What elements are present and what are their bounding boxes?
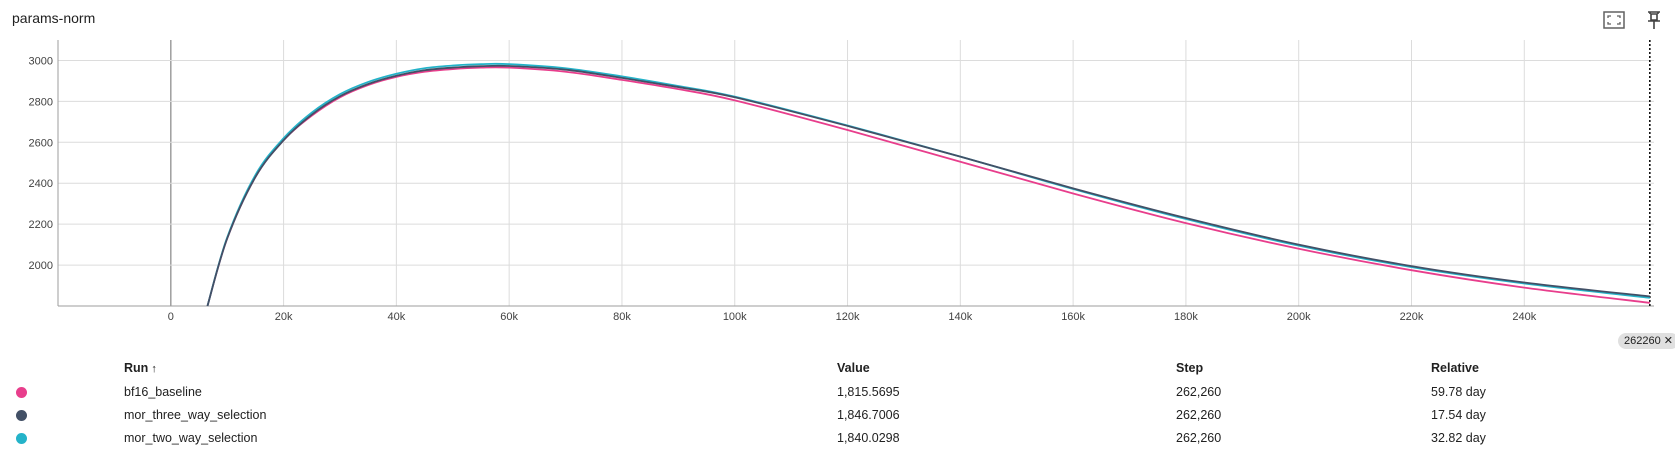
pin-button[interactable] — [1640, 8, 1668, 32]
step-chip-label: 262260 — [1624, 335, 1661, 347]
run-relative: 17.54 day — [1431, 407, 1486, 422]
grid-lines — [58, 40, 1654, 306]
run-name: mor_two_way_selection — [124, 430, 258, 445]
run-value: 1,846.7006 — [837, 407, 900, 422]
run-relative: 32.82 day — [1431, 430, 1486, 445]
x-tick-label: 240k — [1512, 311, 1536, 323]
fullscreen-icon — [1603, 11, 1625, 29]
axes — [57, 40, 1654, 307]
run-color-swatch[interactable] — [16, 386, 27, 398]
run-value: 1,815.5695 — [837, 384, 900, 399]
run-step: 262,260 — [1176, 407, 1222, 422]
run-color-swatch[interactable] — [16, 409, 27, 421]
x-tick-label: 40k — [387, 311, 405, 323]
table-row: bf16_baseline 1,815.5695 262,260 59.78 d… — [0, 380, 1671, 403]
header-step[interactable]: Step — [1176, 361, 1204, 375]
series-line-mor-three-way-selection — [206, 64, 1650, 307]
x-tick-label: 60k — [500, 311, 518, 323]
y-tick-label: 3000 — [29, 55, 53, 67]
sort-arrow-icon[interactable]: ↑ — [151, 363, 157, 375]
card-title: params-norm — [12, 10, 96, 26]
y-tick-label: 2600 — [29, 137, 53, 149]
series-line-mor-two-way-selection — [206, 62, 1650, 307]
line-chart[interactable]: 0 20k 40k 60k 80k 100k 120k 140k 160k 180k 200k 220… — [0, 36, 1675, 346]
header-value[interactable]: Value — [837, 361, 870, 375]
y-tick-label: 2200 — [29, 219, 53, 231]
header-run-label: Run — [124, 361, 149, 375]
series-lines — [206, 62, 1650, 307]
x-tick-label: 120k — [836, 311, 860, 323]
header-run[interactable]: Run ↑ — [124, 356, 837, 380]
run-name: mor_three_way_selection — [124, 407, 267, 422]
x-tick-label: 180k — [1174, 311, 1198, 323]
y-tick-label: 2800 — [29, 96, 53, 108]
run-relative: 59.78 day — [1431, 384, 1486, 399]
run-color-swatch[interactable] — [16, 432, 27, 444]
close-icon[interactable]: ✕ — [1663, 335, 1673, 347]
pin-icon — [1648, 11, 1660, 29]
fullscreen-button[interactable] — [1600, 8, 1628, 32]
runs-table: Run ↑ Value Step Relative bf16_baseline 1… — [0, 356, 1671, 449]
tick-labels: 0 20k 40k 60k 80k 100k 120k 140k 160k 180k 200k 220… — [29, 55, 1537, 323]
run-step: 262,260 — [1176, 384, 1222, 399]
header-relative[interactable]: Relative — [1431, 361, 1479, 375]
x-tick-label: 220k — [1400, 311, 1424, 323]
x-tick-label: 80k — [613, 311, 631, 323]
run-value: 1,840.0298 — [837, 430, 900, 445]
table-row: mor_three_way_selection 1,846.7006 262,2… — [0, 403, 1671, 426]
x-tick-label: 0 — [168, 311, 174, 323]
x-tick-label: 100k — [723, 311, 747, 323]
y-tick-label: 2000 — [29, 260, 53, 272]
table-row: mor_two_way_selection 1,840.0298 262,260… — [0, 426, 1671, 449]
run-step: 262,260 — [1176, 430, 1222, 445]
table-header-row: Run ↑ Value Step Relative — [0, 356, 1671, 380]
x-tick-label: 20k — [275, 311, 293, 323]
y-tick-label: 2400 — [29, 178, 53, 190]
header-color — [0, 356, 124, 380]
x-tick-label: 160k — [1061, 311, 1085, 323]
x-tick-label: 200k — [1287, 311, 1311, 323]
step-chip[interactable]: 262260 ✕ — [1618, 333, 1675, 349]
run-name: bf16_baseline — [124, 384, 202, 399]
x-tick-label: 140k — [948, 311, 972, 323]
